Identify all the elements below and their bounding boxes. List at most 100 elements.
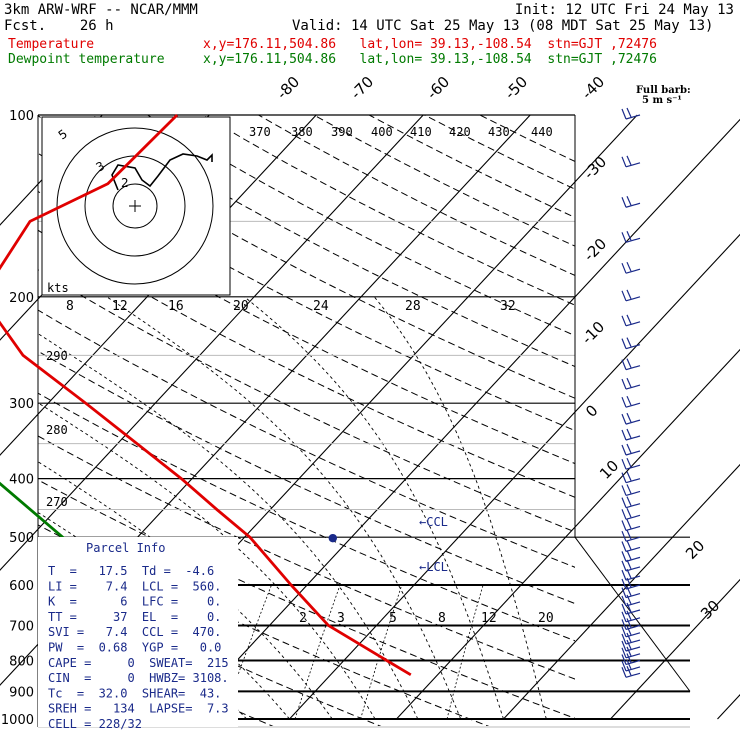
wind-barb bbox=[626, 666, 632, 676]
wind-barb bbox=[626, 377, 632, 388]
hodograph-inner-label: 2 bbox=[121, 176, 129, 190]
wind-barb bbox=[626, 618, 632, 628]
pressure-label: 800 bbox=[9, 654, 34, 669]
isotherm-label: 20 bbox=[682, 537, 708, 563]
wind-barb bbox=[621, 197, 627, 208]
pressure-label: 700 bbox=[9, 619, 34, 634]
wind-barb bbox=[625, 237, 641, 243]
pressure-label: 400 bbox=[9, 473, 34, 488]
theta-label: 430 bbox=[488, 125, 510, 139]
forecast-hour: Fcst. 26 h bbox=[4, 18, 114, 34]
wind-barb bbox=[626, 577, 632, 588]
isotherm-label: -40 bbox=[578, 73, 608, 103]
wind-barb bbox=[621, 560, 627, 572]
theta-label: 270 bbox=[46, 495, 68, 509]
wind-barb bbox=[625, 525, 641, 532]
dewpoint-location: x,y=176.11,504.86 lat,lon= 39.13,-108.54… bbox=[203, 52, 657, 67]
dry-adiabat bbox=[38, 479, 575, 719]
mixing-ratio-label: 20 bbox=[538, 611, 554, 626]
right-lower-axis bbox=[574, 536, 691, 692]
isotherm-line bbox=[182, 118, 740, 720]
wind-barb bbox=[621, 429, 627, 441]
parcel-info-row: PW = 0.68 YGP = 0.0 bbox=[48, 641, 221, 655]
wind-barb bbox=[626, 568, 632, 579]
isotherm-line bbox=[503, 463, 740, 720]
valid-time: Valid: 14 UTC Sat 25 May 13 (08 MDT Sat … bbox=[292, 18, 714, 34]
wind-barb bbox=[626, 496, 632, 506]
wind-barb bbox=[625, 296, 641, 302]
parcel-info-row: Tc = 32.0 SHEAR= 43. bbox=[48, 686, 221, 700]
wind-barb bbox=[621, 578, 627, 590]
isotherm-line bbox=[610, 578, 740, 720]
wind-barb bbox=[621, 551, 627, 562]
wind-barb bbox=[621, 359, 627, 370]
isotherm-line bbox=[0, 114, 424, 571]
wind-barb bbox=[621, 660, 627, 672]
parcel-info-row: CELL = 228/32 bbox=[48, 717, 142, 731]
wind-barb bbox=[625, 419, 641, 425]
theta-label: 380 bbox=[291, 125, 313, 139]
barb-legend-line2: 5 m s⁻¹ bbox=[642, 95, 682, 106]
wind-barb bbox=[621, 458, 627, 470]
wind-barb bbox=[625, 556, 641, 562]
parcel-info-row: SREH = 134 LAPSE= 7.3 bbox=[48, 702, 229, 716]
parcel-info-row: CAPE = 0 SWEAT= 215 bbox=[48, 656, 229, 670]
wind-barb bbox=[621, 338, 627, 349]
isotherm-line bbox=[0, 114, 103, 226]
wind-barb bbox=[626, 586, 632, 596]
wind-barb bbox=[626, 529, 632, 540]
wind-barb bbox=[621, 472, 627, 483]
wind-barb bbox=[625, 464, 641, 470]
hodograph-trace bbox=[111, 153, 213, 191]
dry-adiabat bbox=[38, 269, 575, 533]
wind-barb bbox=[621, 569, 627, 581]
parcel-info-bg bbox=[38, 537, 238, 727]
wind-barb bbox=[625, 546, 641, 553]
parcel-info-row: LI = 7.4 LCL = 560. bbox=[48, 579, 221, 593]
wind-barb bbox=[625, 365, 641, 371]
dry-adiabat bbox=[202, 115, 575, 306]
wind-barb bbox=[625, 344, 641, 350]
theta-label: 290 bbox=[46, 349, 68, 363]
barb-legend-line1: Full barb: bbox=[636, 85, 691, 96]
wind-barb bbox=[626, 659, 632, 670]
parcel-info-row: SVI = 7.4 CCL = 470. bbox=[48, 625, 221, 639]
wind-barb bbox=[626, 443, 632, 454]
parcel-info-row: T = 17.5 Td = -4.6 bbox=[48, 564, 214, 578]
wind-barbs bbox=[621, 107, 641, 678]
wind-barb bbox=[621, 654, 627, 665]
wind-barb bbox=[621, 520, 627, 531]
hodograph-ring-label: 16 bbox=[168, 299, 184, 314]
dry-adiabat bbox=[258, 115, 575, 276]
wind-barb bbox=[621, 232, 627, 243]
moist-adiabat bbox=[373, 296, 547, 720]
isotherm-label: -10 bbox=[578, 318, 608, 348]
parcel-info-row: CIN = 0 HWBZ= 3108. bbox=[48, 671, 229, 685]
wind-barb bbox=[621, 633, 627, 645]
wind-barb bbox=[621, 156, 627, 168]
wind-barb bbox=[626, 314, 632, 325]
dewpoint-label: Dewpoint temperature bbox=[8, 52, 165, 67]
wind-barb bbox=[626, 412, 632, 423]
parcel-info-panel: Parcel Info T = 17.5 Td = -4.6LI = 7.4 LC… bbox=[38, 537, 238, 731]
wind-barb bbox=[626, 559, 632, 570]
isotherm-label: -60 bbox=[423, 73, 453, 103]
wind-barb bbox=[626, 484, 632, 494]
mixing-ratio-label: 3 bbox=[337, 611, 345, 626]
wind-barb bbox=[626, 602, 632, 613]
wind-barb bbox=[626, 337, 632, 347]
theta-label: 400 bbox=[371, 125, 393, 139]
wind-barb bbox=[626, 594, 632, 605]
wind-barb bbox=[626, 653, 632, 663]
pressure-label: 100 bbox=[9, 109, 34, 124]
wind-barb bbox=[625, 450, 641, 456]
hodograph-ring-label: 32 bbox=[500, 299, 516, 314]
wind-barb bbox=[625, 202, 641, 208]
theta-label: 370 bbox=[249, 125, 271, 139]
hodograph-ring-label: 8 bbox=[66, 299, 74, 314]
pressure-label: 500 bbox=[9, 531, 34, 546]
parcel-info-row: TT = 37 EL = 0. bbox=[48, 610, 221, 624]
isotherm-label: 10 bbox=[596, 457, 622, 483]
isotherm-label: 0 bbox=[582, 401, 601, 420]
wind-barb bbox=[621, 647, 627, 659]
